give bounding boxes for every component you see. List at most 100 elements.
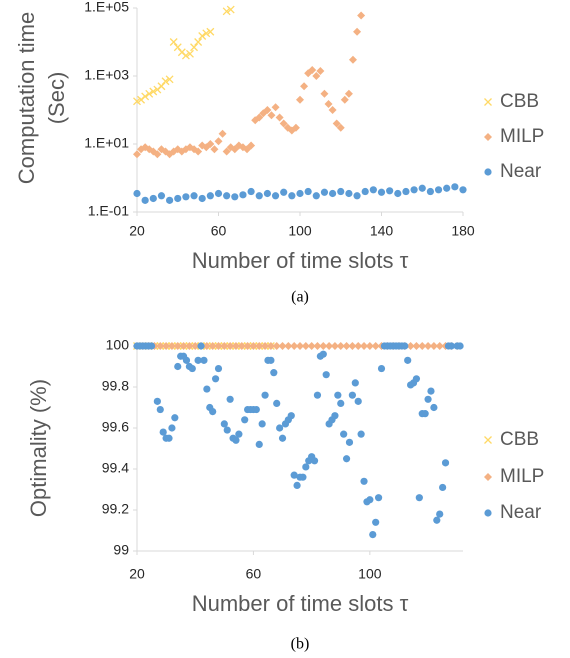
point [348, 342, 357, 350]
point [261, 342, 270, 350]
point [226, 342, 235, 350]
point [261, 391, 269, 399]
point [353, 192, 361, 200]
point [322, 371, 330, 379]
point [310, 457, 319, 465]
point [336, 342, 345, 350]
point [436, 510, 444, 518]
point [319, 350, 327, 358]
point [156, 342, 165, 350]
point [197, 342, 205, 350]
point [159, 428, 167, 436]
point [415, 494, 423, 502]
point [284, 342, 293, 350]
point [185, 342, 194, 350]
y-tick-label: 1.E+05 [84, 0, 129, 15]
point [336, 123, 345, 132]
point [190, 192, 198, 200]
x-tick-label: 100 [358, 566, 382, 582]
legend-label: Near [500, 502, 542, 523]
point [174, 194, 182, 203]
point [266, 342, 275, 350]
point [149, 194, 157, 203]
x-tick-label: 100 [288, 223, 312, 239]
y-tick-label: 1.E-01 [88, 203, 129, 219]
x-tick-label: 20 [129, 223, 145, 239]
point [203, 385, 211, 393]
point [133, 97, 141, 106]
point [434, 186, 443, 194]
point [231, 193, 239, 201]
caption: (b) [291, 636, 310, 653]
legend-marker [484, 133, 492, 141]
point [165, 75, 174, 84]
point [145, 89, 154, 98]
x-axis-label: Number of time slots τ [192, 248, 409, 273]
point [443, 184, 451, 192]
point [447, 342, 455, 350]
point [371, 342, 380, 350]
point [302, 463, 310, 471]
point [153, 150, 162, 159]
legend-label: MILP [500, 126, 544, 147]
point [369, 531, 377, 539]
point [181, 51, 190, 60]
point [194, 38, 203, 46]
point [357, 11, 366, 20]
point [214, 137, 223, 146]
point [191, 342, 200, 350]
point [377, 188, 386, 196]
point [430, 403, 438, 412]
point [427, 387, 435, 395]
point [173, 342, 182, 350]
point [167, 342, 176, 350]
point [232, 436, 240, 444]
point [366, 496, 374, 504]
point [198, 32, 207, 40]
point [249, 342, 258, 350]
point [214, 364, 223, 373]
point [255, 440, 263, 448]
point [239, 191, 247, 199]
legend-label: MILP [500, 466, 544, 487]
point [153, 397, 161, 405]
point [226, 395, 234, 403]
point [255, 342, 264, 350]
point [162, 342, 171, 350]
y-axis-label: Optimality (%) [26, 379, 51, 517]
point [369, 186, 377, 194]
point [312, 192, 320, 200]
point [198, 194, 206, 203]
legend-marker [484, 98, 492, 106]
legend-marker [484, 473, 492, 481]
point [194, 147, 203, 156]
point [190, 43, 199, 52]
point [222, 7, 231, 16]
point [456, 342, 464, 350]
point [351, 379, 359, 387]
point [202, 342, 211, 350]
point [169, 38, 178, 46]
point [324, 100, 333, 109]
y-tick-label: 1.E+03 [84, 67, 129, 83]
point [345, 438, 354, 446]
point [435, 342, 444, 350]
point [337, 399, 345, 407]
point [337, 187, 345, 196]
point [270, 369, 278, 377]
point [320, 89, 329, 98]
point [263, 189, 271, 198]
point [222, 147, 231, 156]
point [165, 434, 173, 442]
point [220, 420, 228, 428]
point [412, 342, 421, 350]
point [291, 123, 300, 132]
point [168, 424, 176, 432]
legend-label: Near [500, 161, 542, 182]
point [357, 430, 365, 438]
y-tick-label: 99 [113, 542, 129, 558]
point [312, 72, 321, 80]
point [258, 420, 266, 428]
point [394, 189, 402, 198]
point [287, 412, 295, 420]
